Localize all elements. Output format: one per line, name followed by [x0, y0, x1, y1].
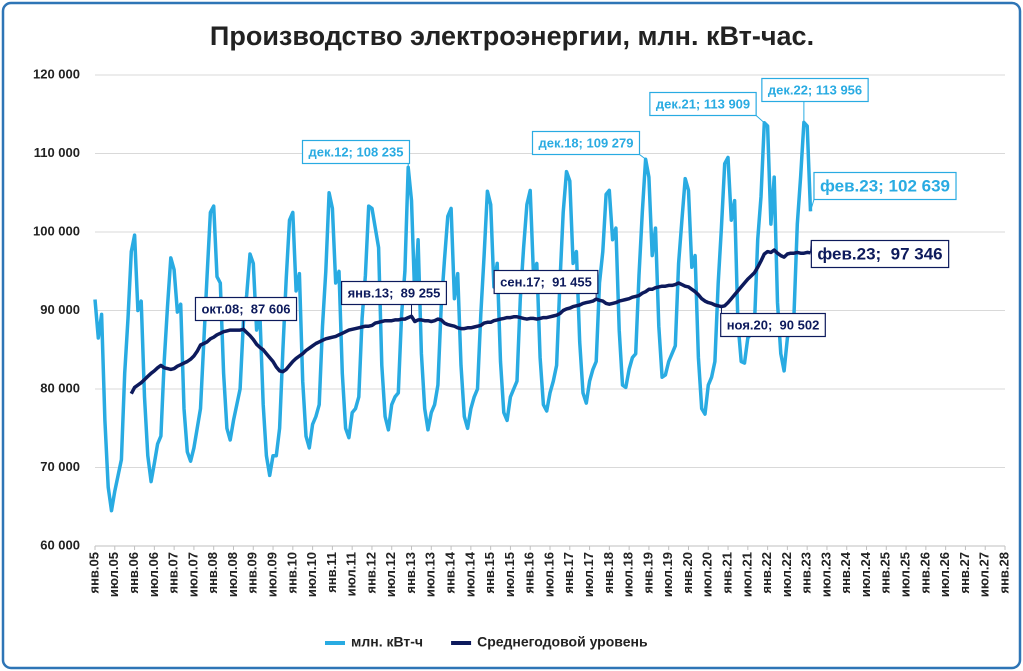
- x-tick-label: янв.27: [957, 552, 972, 594]
- annotation-leader: [755, 115, 765, 124]
- annotation: ноя.20; 90 502: [720, 306, 826, 338]
- annotation: дек.21; 113 909: [649, 91, 765, 124]
- x-tick-label: янв.16: [522, 552, 537, 594]
- x-tick-label: июл.18: [621, 552, 636, 597]
- x-tick-label: янв.13: [403, 552, 418, 594]
- x-tick-label: июл.20: [700, 552, 715, 597]
- x-tick-label: янв.08: [205, 552, 220, 594]
- annotation: окт.08; 87 606: [194, 296, 298, 330]
- x-tick-label: июл.07: [185, 552, 200, 597]
- x-tick-label: июл.05: [106, 552, 121, 597]
- x-tick-label: янв.18: [601, 552, 616, 594]
- x-tick-label: янв.17: [561, 552, 576, 594]
- y-tick-label: 90 000: [40, 302, 80, 317]
- annotation-label: дек.12; 108 235: [309, 144, 404, 159]
- annotation-box: [649, 91, 757, 117]
- annotation-box: [340, 280, 448, 306]
- y-tick-label: 70 000: [40, 459, 80, 474]
- annotation: янв.13; 89 255: [340, 280, 448, 317]
- annotation-box: [810, 239, 950, 269]
- annotation-label: сен.17; 91 455: [500, 274, 592, 289]
- x-tick-label: янв.10: [284, 552, 299, 594]
- x-tick-label: янв.28: [996, 552, 1011, 594]
- annotation: фев.23; 97 346: [809, 239, 950, 269]
- x-tick-label: янв.25: [878, 552, 893, 594]
- x-tick-label: янв.22: [759, 552, 774, 594]
- annotation-box: [194, 296, 298, 322]
- annotation: фев.23; 102 639: [809, 171, 957, 212]
- annotation-label: фев.23; 102 639: [820, 176, 950, 195]
- x-tick-label: июл.15: [502, 552, 517, 597]
- x-tick-label: июл.27: [977, 552, 992, 597]
- annotation-box: [493, 269, 599, 295]
- annotation-label: фев.23; 97 346: [817, 244, 942, 263]
- x-tick-label: янв.24: [838, 551, 853, 593]
- x-tick-label: янв.09: [245, 552, 260, 594]
- annotation: сен.17; 91 455: [493, 269, 599, 300]
- x-tick-label: июл.26: [937, 552, 952, 597]
- x-tick-label: июл.23: [818, 552, 833, 597]
- line-series: [93, 120, 813, 513]
- annotation-label: ноя.20; 90 502: [727, 317, 820, 332]
- annotation-box: [761, 77, 869, 103]
- x-tick-label: июл.14: [462, 551, 477, 597]
- y-tick-label: 60 000: [40, 537, 80, 552]
- annotation: дек.22; 113 956: [761, 77, 869, 123]
- annotation-box: [813, 171, 957, 201]
- x-tick-label: янв.06: [126, 552, 141, 594]
- x-tick-label: июл.06: [146, 552, 161, 597]
- x-tick-label: июл.22: [779, 552, 794, 597]
- x-tick-label: июл.25: [898, 552, 913, 597]
- x-tick-label: янв.11: [324, 552, 339, 593]
- x-tick-label: июл.17: [581, 552, 596, 597]
- annotation-label: янв.13; 89 255: [348, 285, 441, 300]
- x-tick-label: июл.10: [304, 552, 319, 597]
- x-tick-label: июл.19: [660, 552, 675, 597]
- x-tick-label: янв.19: [640, 552, 655, 594]
- legend-label: млн. кВт-ч: [351, 634, 423, 650]
- legend-label: Среднегодовой уровень: [477, 634, 648, 650]
- x-tick-label: янв.26: [917, 552, 932, 594]
- annotation: дек.12; 108 235: [301, 139, 411, 168]
- annotation: дек.18; 109 279: [531, 130, 646, 160]
- x-tick-label: июл.13: [423, 552, 438, 597]
- annotation-label: дек.22; 113 956: [768, 82, 862, 97]
- x-tick-label: июл.21: [739, 552, 754, 597]
- x-tick-label: янв.05: [86, 552, 101, 594]
- y-tick-label: 120 000: [33, 66, 80, 81]
- annotation-leader: [809, 199, 815, 212]
- annotation-box: [301, 139, 411, 165]
- x-tick-label: янв.15: [482, 552, 497, 594]
- annotation-label: дек.21; 113 909: [656, 96, 750, 111]
- x-tick-label: июл.11: [344, 552, 359, 596]
- x-tick-label: янв.12: [363, 552, 378, 594]
- annotation-label: дек.18; 109 279: [539, 135, 634, 150]
- y-tick-label: 100 000: [33, 223, 80, 238]
- x-tick-label: июл.12: [383, 552, 398, 597]
- x-tick-label: янв.23: [799, 552, 814, 594]
- chart-title: Производство электроэнергии, млн. кВт-ча…: [210, 21, 814, 51]
- y-tick-label: 80 000: [40, 380, 80, 395]
- line-series: [129, 248, 811, 395]
- x-tick-label: июл.24: [858, 551, 873, 597]
- annotation-leader: [639, 154, 646, 160]
- annotation-label: окт.08; 87 606: [201, 301, 290, 316]
- annotation-box: [531, 130, 641, 156]
- x-tick-label: янв.14: [443, 551, 458, 593]
- x-tick-label: янв.07: [166, 552, 181, 594]
- x-tick-label: июл.08: [225, 552, 240, 597]
- x-tick-label: янв.20: [680, 552, 695, 594]
- x-tick-label: янв.21: [719, 552, 734, 594]
- annotation-box: [720, 312, 826, 338]
- y-tick-label: 110 000: [34, 145, 80, 160]
- x-tick-label: июл.09: [264, 552, 279, 597]
- x-tick-label: июл.16: [541, 552, 556, 597]
